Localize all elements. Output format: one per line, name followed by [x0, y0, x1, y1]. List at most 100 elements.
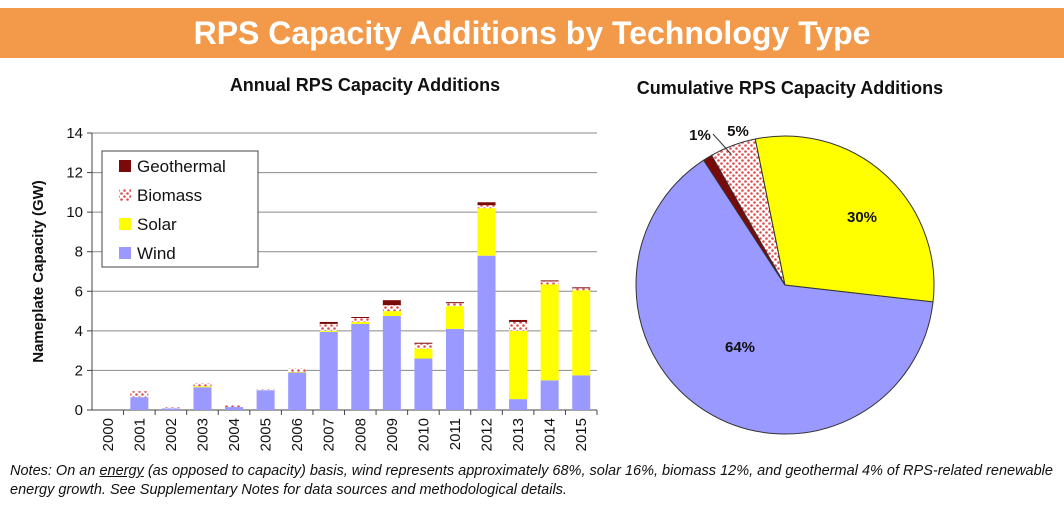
bar-biomass-2013	[509, 321, 528, 331]
notes-prefix: Notes: On an	[10, 463, 100, 479]
bar-solar-2012	[477, 208, 496, 256]
legend-swatch-biomass	[119, 189, 131, 201]
y-tick-label: 2	[75, 362, 83, 379]
pie-leader-line	[712, 133, 732, 155]
bar-biomass-2007	[319, 323, 338, 331]
bar-biomass-2015	[572, 288, 591, 291]
charts-canvas: 0 2 4 6 8 10 12 14 Nameplate Capacity (GW) 2000 20…	[30, 123, 935, 451]
legend-swatch-solar	[119, 218, 131, 230]
bar-biomass-2009	[382, 305, 401, 312]
bar-solar-2014	[540, 284, 559, 381]
bar-legend: Geothermal Biomass Solar Wind	[101, 150, 259, 268]
y-tick-label: 12	[66, 165, 83, 182]
bar-solar-2008	[351, 321, 370, 324]
bar-biomass-2005	[256, 389, 275, 391]
notes-text: Notes: On an energy (as opposed to capac…	[10, 462, 1060, 500]
x-tick-label: 2012	[479, 418, 496, 451]
bar-wind-2001	[130, 397, 149, 410]
bar-wind-2010	[414, 358, 433, 410]
bar-wind-2008	[351, 323, 370, 410]
bar-biomass-2014	[540, 281, 559, 285]
bar-solar-2011	[445, 306, 464, 329]
x-tick-label: 2000	[100, 418, 117, 451]
legend-label-wind: Wind	[137, 244, 176, 263]
x-tick-label: 2001	[131, 418, 148, 451]
notes-emphasis: energy	[99, 463, 144, 479]
legend-swatch-wind	[119, 247, 131, 259]
bar-solar-2009	[382, 311, 401, 317]
x-tick-label: 2003	[194, 418, 211, 451]
x-tick-label: 2011	[447, 418, 464, 450]
bar-wind-2002	[161, 408, 180, 410]
page-banner: RPS Capacity Additions by Technology Typ…	[0, 8, 1064, 58]
bar-biomass-2011	[445, 303, 464, 307]
x-tick-label: 2008	[352, 418, 369, 451]
bar-biomass-2012	[477, 205, 496, 209]
x-tick-label: 2007	[321, 418, 338, 451]
bar-wind-2014	[540, 380, 559, 410]
pie-chart-title: Cumulative RPS Capacity Additions	[636, 78, 944, 98]
x-tick-label: 2013	[510, 418, 527, 451]
y-axis-label: Nameplate Capacity (GW)	[30, 180, 47, 363]
bar-wind-2011	[445, 328, 464, 410]
legend-label-solar: Solar	[137, 215, 177, 234]
bar-solar-2013	[509, 330, 528, 400]
bar-wind-2004	[225, 407, 244, 410]
pie-label-wind: 64%	[725, 339, 755, 356]
bar-solar-2003	[193, 386, 212, 388]
x-tick-label: 2002	[163, 418, 180, 451]
y-tick-label: 6	[75, 283, 83, 300]
annual-bar-chart: 0 2 4 6 8 10 12 14 Nameplate Capacity (GW) 2000 20…	[30, 125, 598, 451]
bar-geothermal-2009	[382, 300, 401, 306]
bar-geothermal-2007	[319, 321, 338, 324]
bar-geothermal-2013	[509, 319, 528, 322]
bar-chart-title: Annual RPS Capacity Additions	[229, 75, 501, 95]
x-tick-label: 2015	[573, 418, 590, 451]
x-tick-label: 2005	[258, 418, 275, 451]
bar-solar-2015	[572, 290, 591, 376]
legend-swatch-geothermal	[119, 160, 131, 172]
x-tick-label: 2006	[289, 418, 306, 451]
bar-geothermal-2015	[572, 287, 591, 289]
bar-wind-2006	[288, 372, 307, 410]
x-tick-label: 2010	[415, 418, 432, 451]
bar-solar-2006	[288, 372, 307, 373]
pie-label-geothermal: 1%	[689, 127, 711, 144]
bar-solar-2010	[414, 348, 433, 359]
bar-wind-2012	[477, 255, 496, 410]
bar-wind-2015	[572, 375, 591, 410]
pie-slice-wind	[635, 159, 934, 435]
y-tick-label: 10	[66, 204, 83, 221]
legend-label-biomass: Biomass	[137, 186, 202, 205]
pie-label-solar: 30%	[847, 209, 877, 226]
y-tick-label: 0	[75, 402, 83, 419]
bar-biomass-2001	[130, 391, 149, 398]
bar-geothermal-2011	[445, 302, 464, 304]
bar-wind-2003	[193, 387, 212, 410]
bar-biomass-2010	[414, 343, 433, 349]
bar-biomass-2004	[225, 405, 244, 408]
pie-slice-solar	[754, 135, 935, 303]
bar-geothermal-2012	[477, 202, 496, 206]
bar-biomass-2006	[288, 368, 307, 373]
y-tick-label: 8	[75, 244, 83, 261]
x-tick-label: 2004	[226, 418, 243, 451]
bar-biomass-2003	[193, 383, 212, 387]
bar-solar-2007	[319, 330, 338, 332]
x-tick-label: 2009	[384, 418, 401, 451]
y-tick-label: 14	[66, 125, 83, 142]
pie-label-biomass: 5%	[727, 123, 749, 140]
bar-wind-2013	[509, 399, 528, 410]
bar-geothermal-2008	[351, 317, 370, 318]
notes-suffix: (as opposed to capacity) basis, wind rep…	[10, 463, 1053, 498]
bar-wind-2005	[256, 390, 275, 410]
bar-geothermal-2014	[540, 280, 559, 282]
bar-biomass-2008	[351, 317, 370, 322]
legend-label-geothermal: Geothermal	[137, 157, 226, 176]
bar-wind-2009	[382, 316, 401, 410]
cumulative-pie-chart: 64% 1% 5% 30%	[635, 123, 935, 435]
y-tick-label: 4	[75, 323, 83, 340]
x-tick-label: 2014	[542, 418, 559, 451]
bar-biomass-2002	[161, 407, 180, 409]
bar-geothermal-2010	[414, 342, 433, 344]
